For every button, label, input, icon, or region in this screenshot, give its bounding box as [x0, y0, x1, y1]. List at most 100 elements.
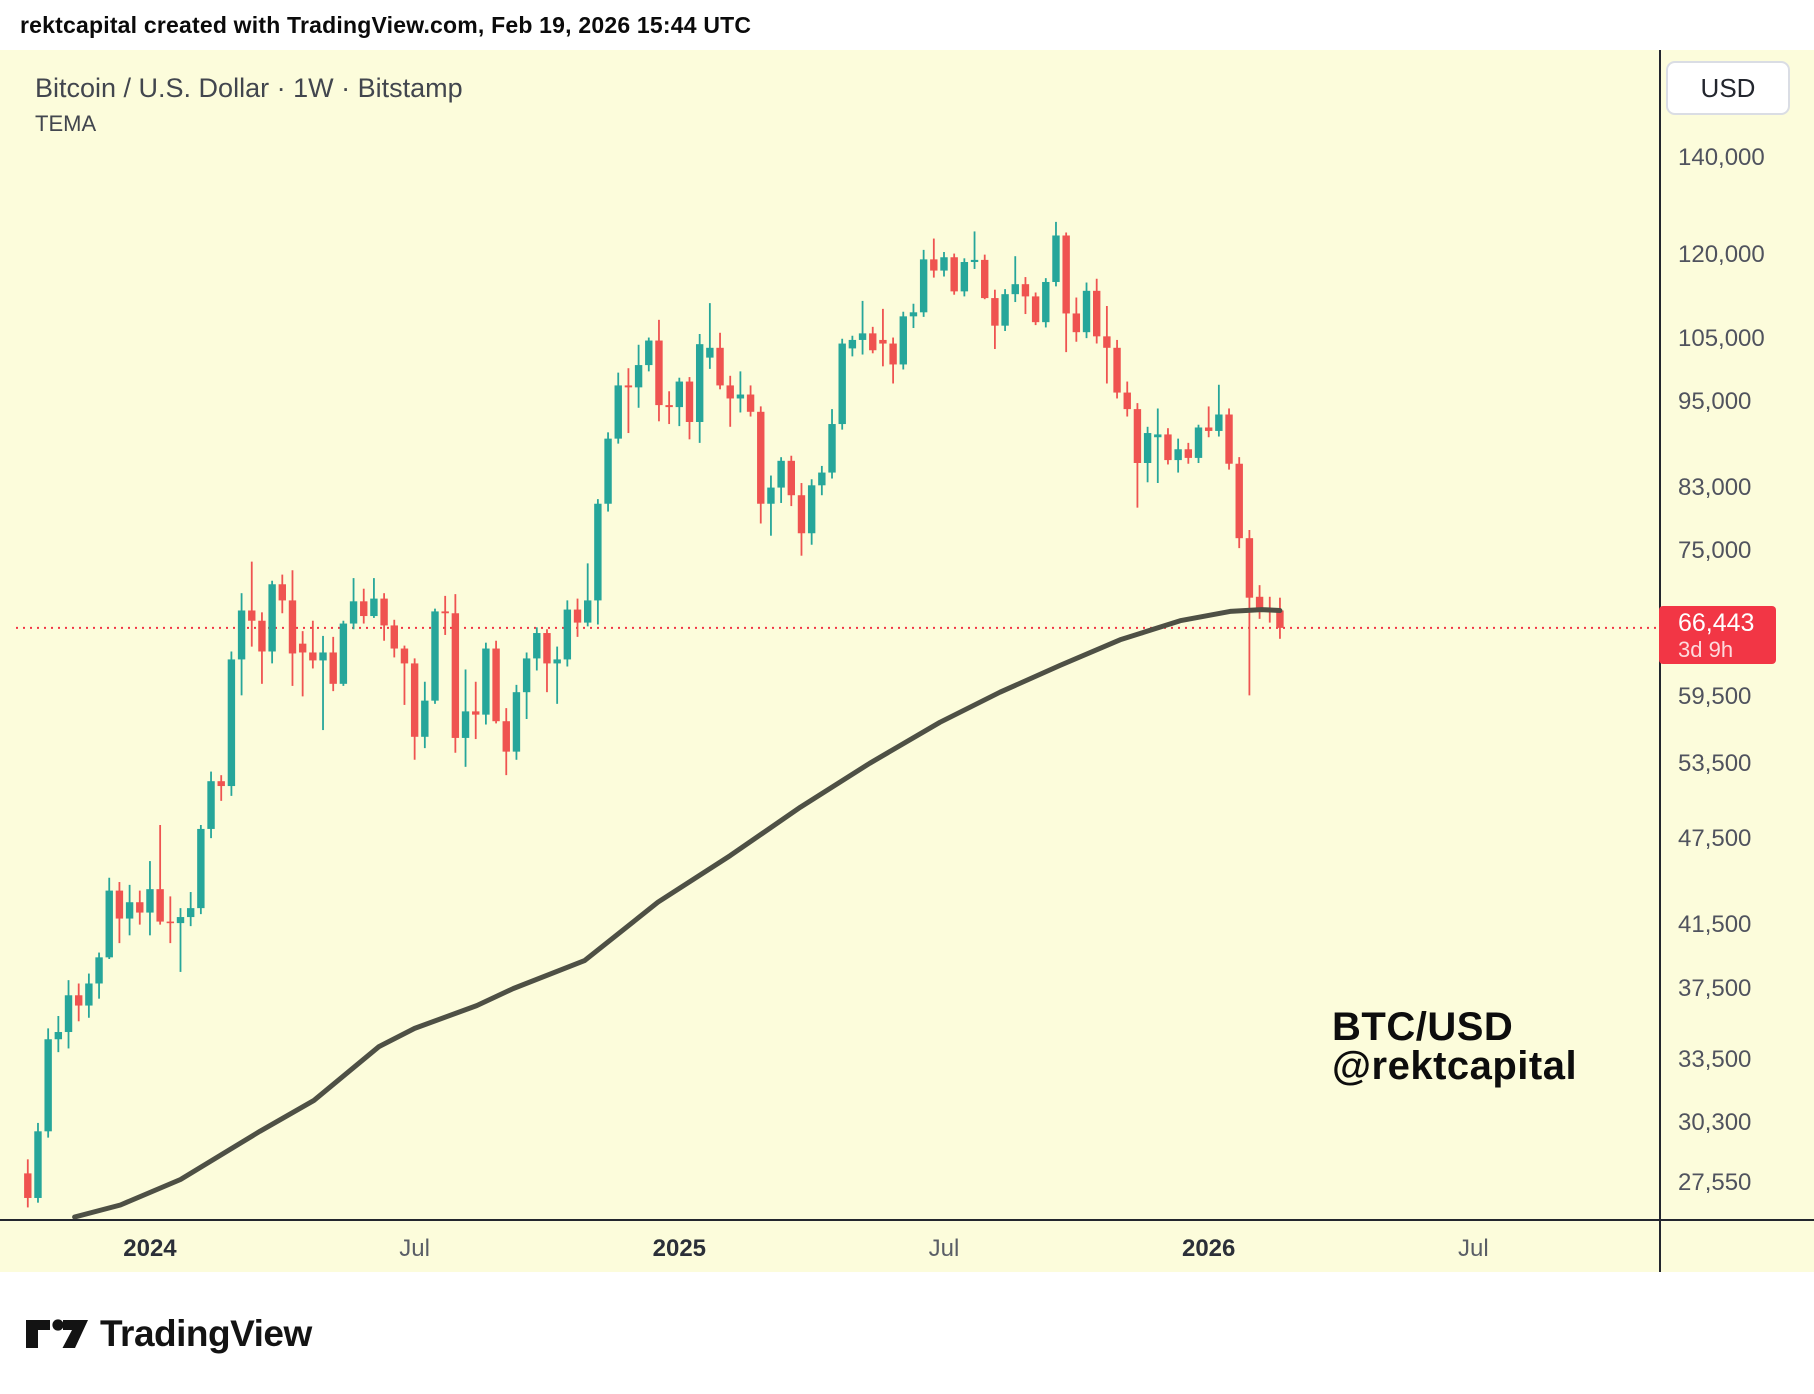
- candle-2024-05-06: [329, 636, 337, 692]
- candle-2025-06-23: [930, 238, 938, 278]
- candle-2024-06-03: [370, 578, 378, 618]
- candle-2024-04-15: [298, 631, 307, 697]
- price-tick-37500: 37,500: [1678, 974, 1752, 1002]
- candle-2024-04-01: [278, 574, 286, 614]
- price-tick-140000: 140,000: [1678, 143, 1765, 171]
- candle-2023-10-16: [34, 1122, 42, 1203]
- candle-2025-06-09: [909, 303, 918, 329]
- candle-2024-05-13: [339, 620, 348, 686]
- candle-2024-03-25: [268, 580, 276, 664]
- last-price-badge: 66,443 3d 9h: [1659, 606, 1776, 664]
- candle-2026-01-05: [1215, 384, 1223, 437]
- price-tick-27550: 27,550: [1678, 1168, 1752, 1196]
- candle-2023-12-18: [125, 884, 134, 936]
- candle-2024-01-08: [156, 825, 164, 925]
- candle-2024-02-12: [207, 771, 215, 839]
- candle-2024-08-19: [482, 642, 490, 725]
- indicator-title[interactable]: TEMA: [35, 111, 97, 136]
- candle-2025-08-11: [1001, 289, 1009, 331]
- candle-2025-05-12: [869, 326, 877, 354]
- candle-2024-04-08: [288, 570, 297, 686]
- price-tick-120000: 120,000: [1678, 241, 1765, 269]
- candle-2025-09-22: [1062, 232, 1070, 353]
- price-tick-95000: 95,000: [1678, 388, 1752, 416]
- candle-2023-11-06: [64, 980, 73, 1049]
- candle-2025-09-15: [1052, 221, 1060, 287]
- candle-2023-12-11: [115, 882, 124, 944]
- candle-2024-09-09: [512, 684, 521, 760]
- candle-2024-02-05: [197, 825, 205, 915]
- candle-2024-05-20: [349, 578, 358, 630]
- candle-2024-07-01: [410, 658, 419, 760]
- candle-2024-08-26: [492, 640, 500, 724]
- candle-2025-11-24: [1154, 408, 1162, 484]
- candle-2025-02-17: [746, 385, 755, 417]
- price-tick-59500: 59,500: [1678, 683, 1752, 711]
- candle-2024-06-10: [380, 593, 388, 641]
- candle-2025-12-22: [1194, 424, 1203, 463]
- candle-2024-11-04: [594, 499, 602, 625]
- time-tick-Jul-38: Jul: [399, 1235, 430, 1262]
- candle-2025-01-27: [716, 332, 724, 390]
- candle-2026-01-12: [1225, 408, 1233, 470]
- candle-2025-04-14: [828, 409, 836, 479]
- candle-2026-01-19: [1235, 457, 1243, 549]
- candle-2025-10-20: [1103, 306, 1111, 384]
- candle-2025-08-25: [1021, 277, 1030, 315]
- time-tick-2024-12: 2024: [123, 1235, 177, 1262]
- candle-2025-07-14: [960, 258, 969, 297]
- candle-2024-11-11: [604, 432, 612, 512]
- candle-2024-02-26: [227, 651, 236, 796]
- price-tick-47500: 47,500: [1678, 825, 1752, 853]
- candle-2024-08-12: [472, 681, 480, 740]
- candle-2025-03-24: [797, 483, 806, 556]
- candle-2025-04-07: [818, 465, 826, 496]
- candle-2024-03-04: [237, 593, 246, 696]
- time-tick-2026-116: 2026: [1181, 1235, 1236, 1262]
- candle-2025-12-08: [1174, 438, 1182, 473]
- price-tick-83000: 83,000: [1678, 473, 1752, 501]
- candle-2024-12-16: [655, 319, 663, 422]
- currency-toggle-button[interactable]: USD: [1666, 61, 1790, 115]
- candle-2025-12-01: [1164, 428, 1172, 465]
- time-tick-Jul-142: Jul: [1458, 1235, 1489, 1262]
- candle-2024-04-22: [309, 620, 317, 669]
- candle-2024-10-14: [563, 600, 572, 667]
- candle-2024-06-17: [390, 619, 398, 658]
- candle-2024-12-02: [634, 344, 643, 408]
- time-tick-Jul-90: Jul: [928, 1235, 960, 1262]
- candle-2025-09-08: [1042, 278, 1050, 328]
- candle-2024-07-29: [451, 594, 460, 753]
- candle-2026-02-02: [1255, 585, 1264, 619]
- candle-2024-10-28: [584, 563, 592, 627]
- last-price-value: 66,443: [1678, 609, 1755, 637]
- candle-2024-01-15: [166, 896, 175, 944]
- candle-2023-10-09: [24, 1159, 32, 1208]
- candle-2025-06-16: [919, 249, 928, 317]
- candle-2024-12-09: [645, 337, 653, 372]
- candle-2024-01-22: [176, 908, 185, 972]
- candle-2025-06-30: [940, 252, 948, 277]
- candle-2025-09-01: [1031, 292, 1040, 326]
- watermark-handle: @rektcapital: [1332, 1044, 1578, 1088]
- candle-2025-02-03: [726, 375, 734, 427]
- candle-2025-09-29: [1072, 297, 1081, 342]
- candle-2025-10-27: [1113, 339, 1121, 399]
- tradingview-logo-text: TradingView: [100, 1313, 312, 1354]
- tema-line: [72, 607, 1283, 1219]
- candle-2024-11-25: [624, 368, 633, 434]
- candle-2025-01-13: [695, 333, 704, 443]
- candle-2026-02-16: [1276, 597, 1284, 639]
- candle-2025-03-10: [777, 457, 785, 503]
- candle-2025-03-31: [807, 479, 816, 545]
- symbol-title[interactable]: Bitcoin / U.S. Dollar · 1W · Bitstamp: [35, 73, 463, 103]
- candle-2025-10-06: [1082, 282, 1091, 339]
- candlestick-chart[interactable]: [0, 50, 1659, 1219]
- tradingview-footer: TradingView: [25, 1313, 312, 1355]
- candle-2024-01-29: [186, 892, 195, 927]
- candle-2024-11-18: [614, 372, 622, 444]
- candle-2024-10-07: [553, 646, 561, 704]
- candle-2024-09-16: [522, 652, 531, 720]
- time-tick-2025-64: 2025: [652, 1235, 707, 1262]
- candle-2023-12-25: [136, 890, 144, 925]
